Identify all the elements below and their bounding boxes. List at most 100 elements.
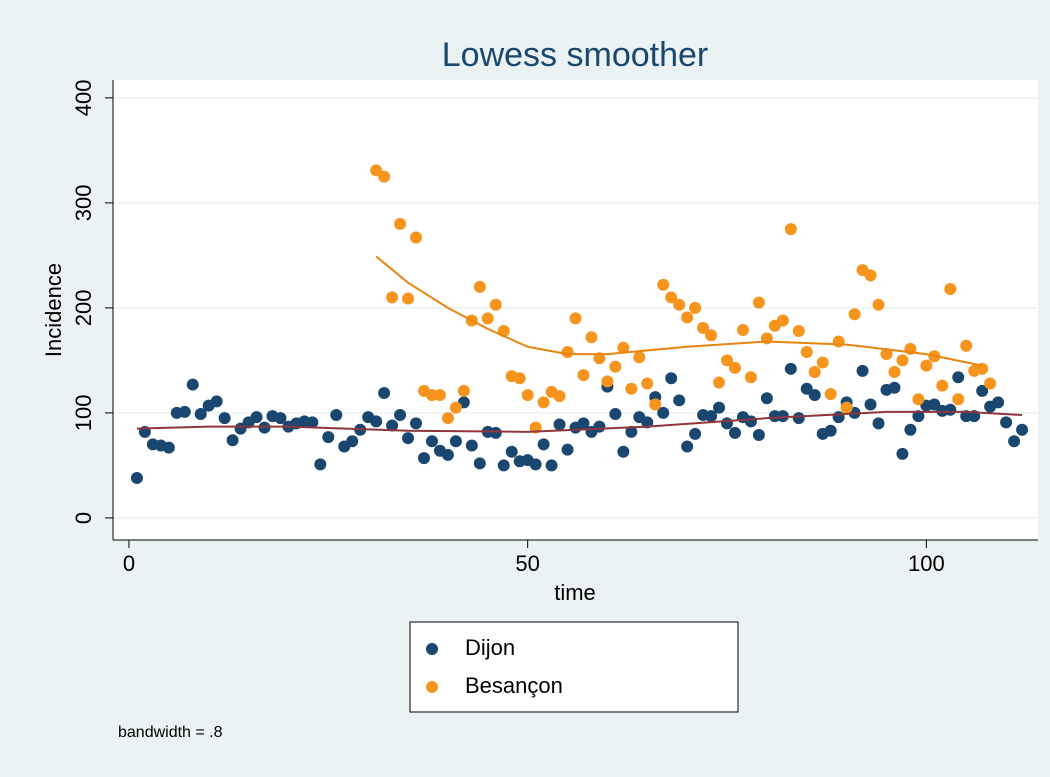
point <box>330 409 343 422</box>
y-tick-label: 400 <box>71 79 96 116</box>
point <box>497 459 510 472</box>
point <box>705 329 718 342</box>
point <box>856 364 869 377</box>
point <box>130 472 143 485</box>
point <box>609 360 622 373</box>
point <box>705 410 718 423</box>
point <box>960 339 973 352</box>
point <box>441 448 454 461</box>
point <box>178 405 191 418</box>
point <box>800 346 813 359</box>
point <box>386 291 399 304</box>
point <box>226 434 239 447</box>
point <box>529 458 542 471</box>
point <box>641 377 654 390</box>
point <box>402 432 415 445</box>
chart-title: Lowess smoother <box>442 36 708 74</box>
legend-marker <box>426 643 438 655</box>
point <box>665 372 678 385</box>
point <box>952 371 965 384</box>
point <box>481 312 494 325</box>
point <box>258 421 271 434</box>
point <box>872 298 885 311</box>
point <box>864 269 877 282</box>
point <box>912 393 925 406</box>
point <box>162 441 175 454</box>
point <box>553 390 566 403</box>
point <box>513 372 526 385</box>
point <box>561 346 574 359</box>
point <box>250 411 263 424</box>
point <box>649 398 662 411</box>
point <box>689 427 702 440</box>
point <box>776 314 789 327</box>
point <box>681 440 694 453</box>
point <box>832 335 845 348</box>
point <box>1016 423 1029 436</box>
point <box>944 403 957 416</box>
point <box>713 401 726 414</box>
point <box>848 308 861 321</box>
point <box>370 415 383 428</box>
point <box>872 417 885 430</box>
point <box>593 352 606 365</box>
point <box>880 348 893 361</box>
point <box>816 356 829 369</box>
point <box>657 406 670 419</box>
point <box>505 445 518 458</box>
point <box>617 445 630 458</box>
y-tick-label: 0 <box>71 512 96 524</box>
point <box>449 401 462 414</box>
point <box>888 381 901 394</box>
point <box>1008 435 1021 448</box>
point <box>633 351 646 364</box>
point <box>314 458 327 471</box>
note: bandwidth = .8 <box>118 724 223 741</box>
x-tick-label: 0 <box>123 551 135 576</box>
point <box>792 412 805 425</box>
point <box>784 223 797 236</box>
point <box>992 396 1005 409</box>
point <box>186 378 199 391</box>
point <box>681 311 694 324</box>
point <box>441 412 454 425</box>
point <box>569 312 582 325</box>
point <box>545 459 558 472</box>
point <box>721 417 734 430</box>
point <box>577 369 590 382</box>
point <box>194 407 207 420</box>
x-tick-label: 100 <box>908 551 945 576</box>
point <box>713 376 726 389</box>
point <box>736 323 749 336</box>
point <box>744 415 757 428</box>
point <box>601 375 614 388</box>
point <box>744 371 757 384</box>
point <box>944 282 957 295</box>
point <box>218 412 231 425</box>
point <box>728 361 741 374</box>
point <box>553 418 566 431</box>
point <box>617 341 630 354</box>
point <box>378 170 391 183</box>
point <box>410 417 423 430</box>
point <box>824 388 837 401</box>
point <box>346 435 359 448</box>
point <box>410 231 423 244</box>
point <box>489 298 502 311</box>
point <box>585 331 598 344</box>
point <box>896 354 909 367</box>
point <box>394 409 407 422</box>
point <box>402 292 415 305</box>
legend-marker <box>426 681 438 693</box>
point <box>888 365 901 378</box>
point <box>776 410 789 423</box>
point <box>561 443 574 456</box>
point <box>912 410 925 423</box>
point <box>673 298 686 311</box>
point <box>920 359 933 372</box>
point <box>721 354 734 367</box>
point <box>394 217 407 230</box>
point <box>274 412 287 425</box>
